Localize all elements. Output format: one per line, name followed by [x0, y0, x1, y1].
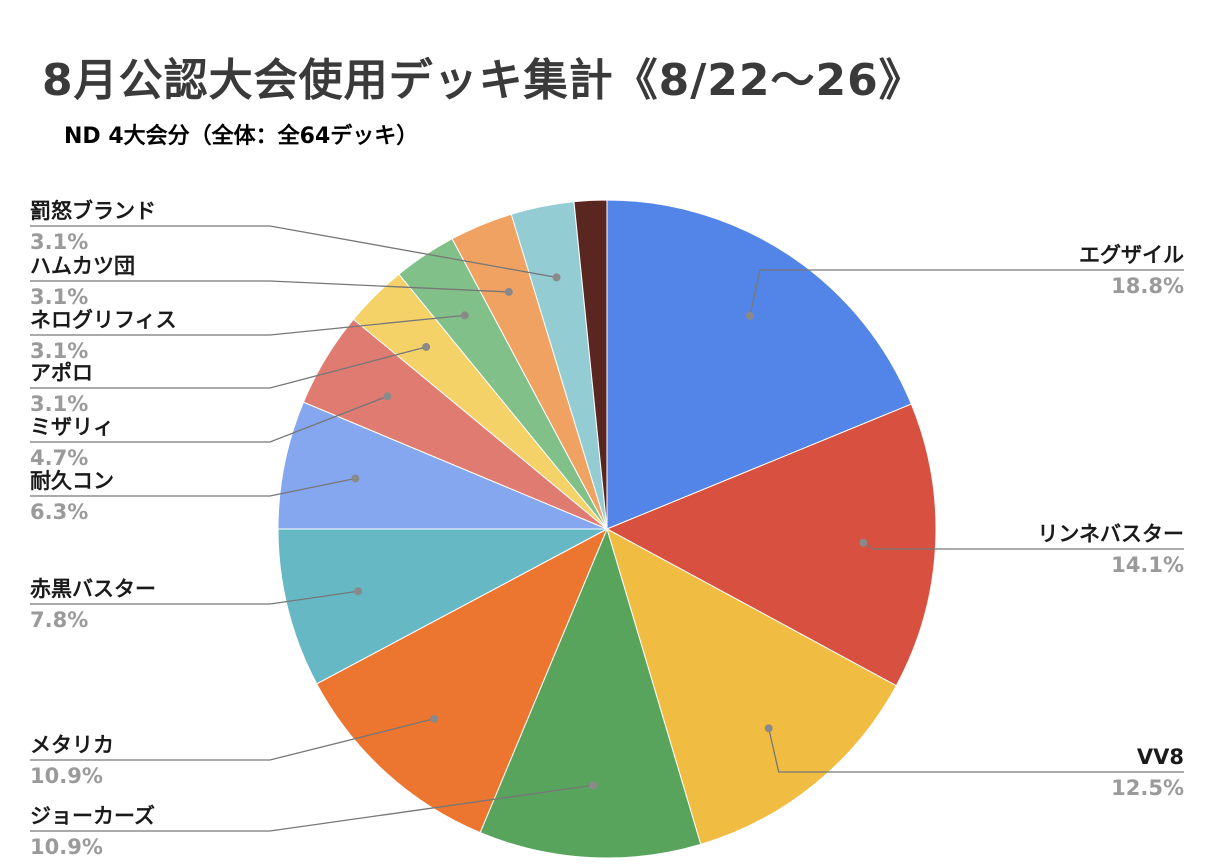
slice-label-9: ネログリフィス — [30, 308, 177, 332]
slice-percent-11: 3.1% — [30, 230, 88, 254]
leader-line-10 — [30, 280, 509, 293]
leader-dot-2 — [764, 724, 773, 733]
slice-label-7: ミザリィ — [30, 415, 114, 439]
leader-dot-8 — [422, 342, 431, 351]
slice-percent-9: 3.1% — [30, 339, 88, 363]
slice-label-11: 罰怒ブランド — [30, 199, 156, 223]
chart-subtitle: ND 4大会分（全体：全64デッキ） — [64, 124, 419, 149]
slice-label-4: メタリカ — [30, 733, 114, 757]
slice-label-8: アポロ — [30, 361, 93, 385]
leader-dot-1 — [859, 538, 868, 547]
chart-title: 8月公認大会使用デッキ集計《8/22〜26》 — [42, 55, 924, 106]
slice-percent-5: 7.8% — [30, 608, 88, 632]
leader-dot-7 — [383, 392, 392, 401]
slice-percent-8: 3.1% — [30, 392, 88, 416]
leader-dot-4 — [430, 714, 439, 723]
slice-label-2: VV8 — [1137, 745, 1184, 769]
leader-line-0 — [749, 269, 1184, 316]
leader-line-5 — [30, 590, 359, 605]
leader-line-7 — [30, 395, 388, 443]
leader-line-4 — [30, 718, 435, 761]
leader-line-3 — [30, 784, 594, 832]
leader-dot-6 — [351, 474, 360, 483]
leader-dot-0 — [745, 311, 754, 320]
leader-dot-3 — [589, 781, 598, 790]
slice-label-10: ハムカツ団 — [30, 254, 135, 278]
pie-slice-4 — [316, 527, 609, 834]
slice-label-1: リンネバスター — [1037, 522, 1184, 546]
pie-slice-3 — [479, 527, 702, 859]
pie-slice-0 — [606, 199, 913, 530]
slice-label-6: 耐久コン — [30, 469, 114, 493]
leader-dot-10 — [504, 287, 513, 296]
pie-slice-6 — [277, 401, 608, 530]
slice-percent-0: 18.8% — [1111, 274, 1184, 298]
pie-slice-1 — [605, 403, 937, 687]
leader-line-9 — [30, 314, 465, 336]
slice-percent-6: 6.3% — [30, 500, 88, 524]
leader-dot-9 — [460, 311, 469, 320]
leader-lines — [30, 225, 1184, 832]
slice-label-5: 赤黒バスター — [30, 577, 156, 601]
slice-percent-10: 3.1% — [30, 285, 88, 309]
pie-slice-12 — [573, 199, 608, 530]
leader-dot-11 — [552, 273, 561, 282]
leader-line-8 — [30, 346, 427, 389]
leader-line-6 — [30, 477, 356, 497]
pie-slice-2 — [606, 527, 897, 845]
slice-label-3: ジョーカーズ — [30, 804, 155, 828]
leader-line-2 — [768, 728, 1184, 773]
slice-percent-7: 4.7% — [30, 446, 88, 470]
slice-percent-1: 14.1% — [1111, 553, 1184, 577]
slice-percent-3: 10.9% — [30, 835, 103, 859]
leader-line-11 — [30, 225, 557, 279]
slice-label-0: エグザイル — [1079, 243, 1184, 267]
slice-percent-2: 12.5% — [1111, 776, 1184, 800]
slice-percent-4: 10.9% — [30, 764, 103, 788]
slice-labels: エグザイル 18.8% リンネバスター 14.1% VV8 12.5% ジョーカーズ 10.9… — [30, 199, 1184, 859]
pie-slice-5 — [277, 528, 608, 685]
pie-slices — [277, 199, 937, 859]
leader-dot-5 — [354, 587, 363, 596]
